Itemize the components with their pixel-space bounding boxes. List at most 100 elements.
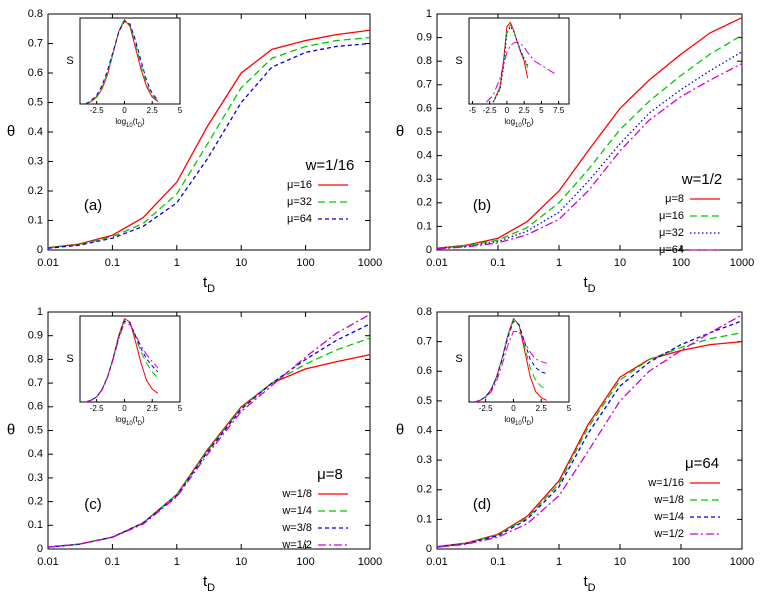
y-tick-label: 0.8 xyxy=(28,353,43,365)
inset-x-label: log10(tD) xyxy=(504,415,534,426)
x-axis-label-part: t xyxy=(583,573,588,590)
data-line xyxy=(436,340,743,548)
x-tick-label: 1 xyxy=(174,257,180,269)
x-tick-label: 0.01 xyxy=(426,257,447,269)
y-axis-label: θ xyxy=(7,123,15,140)
legend-label: μ=64 xyxy=(287,213,312,225)
x-tick-label: 0.1 xyxy=(105,556,120,568)
x-tick-label: 1000 xyxy=(358,556,382,568)
inset-y-label: S xyxy=(66,353,73,365)
legend-title: w=1/2 xyxy=(681,171,722,188)
inset-line xyxy=(85,319,159,403)
legend-title: μ=8 xyxy=(317,466,343,483)
inset-x-tick-label: -2.5 xyxy=(90,404,104,413)
inset-x-label-part: D xyxy=(138,123,143,129)
legend-label: w=3/8 xyxy=(281,522,312,534)
legend-label: w=1/2 xyxy=(653,528,684,540)
inset-x-label-part: 10 xyxy=(126,421,133,427)
inset-x-label-part: D xyxy=(527,421,532,427)
inset-line xyxy=(474,318,547,403)
y-tick-label: 0.4 xyxy=(28,126,43,138)
data-line xyxy=(436,62,743,250)
inset-x-tick-label: 5 xyxy=(178,106,183,115)
inset-x-tick-label: 2.5 xyxy=(519,106,531,115)
panel-label: (d) xyxy=(473,496,491,513)
y-tick-label: 0.4 xyxy=(417,424,432,436)
y-axis-label: θ xyxy=(396,421,404,438)
x-tick-label: 100 xyxy=(296,257,314,269)
inset-y-label: S xyxy=(66,55,73,67)
legend-label: w=1/4 xyxy=(653,511,684,523)
inset-x-label-part: 10 xyxy=(515,421,522,427)
inset-x-tick-label: -2.5 xyxy=(483,106,497,115)
y-tick-label: 0.8 xyxy=(417,306,432,318)
inset-y-label: S xyxy=(455,55,462,67)
x-tick-label: 10 xyxy=(614,257,626,269)
x-axis-label-part: t xyxy=(203,274,208,291)
x-axis-label: tD xyxy=(583,573,595,594)
y-tick-label: 0.5 xyxy=(417,395,432,407)
y-tick-label: 0.2 xyxy=(28,185,43,197)
y-tick-label: 0.7 xyxy=(28,37,43,49)
inset-x-label: log10(tD) xyxy=(115,415,145,426)
legend-title: μ=64 xyxy=(685,455,719,472)
y-tick-label: 0.3 xyxy=(28,155,43,167)
inset-line xyxy=(492,23,529,103)
y-tick-label: 0.2 xyxy=(417,484,432,496)
inset-frame xyxy=(79,315,181,403)
y-tick-label: 0.7 xyxy=(28,377,43,389)
inset-x-label-part: (t xyxy=(133,117,139,126)
inset-x-label-part: D xyxy=(527,123,532,129)
inset-x-tick-label: 0 xyxy=(511,404,516,413)
data-line xyxy=(436,34,743,249)
x-axis-label-part: t xyxy=(583,274,588,291)
x-axis-label-part: t xyxy=(203,573,208,590)
inset-x-label: log10(tD) xyxy=(504,117,534,128)
inset-x-tick-label: -5 xyxy=(469,106,477,115)
inset-line xyxy=(492,21,529,103)
x-tick-label: 0.1 xyxy=(490,556,505,568)
inset-y-label: S xyxy=(455,353,462,365)
inset-line xyxy=(485,41,556,103)
y-tick-label: 0.5 xyxy=(28,424,43,436)
data-line xyxy=(436,320,743,548)
x-tick-label: 100 xyxy=(672,257,690,269)
inset-frame xyxy=(468,315,570,403)
data-line xyxy=(47,313,371,548)
legend-label: w=1/16 xyxy=(647,477,684,489)
x-tick-label: 0.01 xyxy=(426,556,447,568)
inset-line xyxy=(474,320,547,403)
y-tick-label: 0.5 xyxy=(417,126,432,138)
inset-x-tick-label: -2.5 xyxy=(90,106,104,115)
legend-title: w=1/16 xyxy=(305,157,355,174)
inset-x-tick-label: 7.5 xyxy=(553,106,565,115)
inset-x-label-part: 10 xyxy=(515,123,522,129)
inset-x-label-part: (t xyxy=(133,415,139,424)
inset-x-tick-label: 5 xyxy=(567,404,572,413)
y-tick-label: 0.6 xyxy=(28,67,43,79)
legend-label: w=1/4 xyxy=(281,505,312,517)
y-tick-label: 0.4 xyxy=(28,448,43,460)
y-tick-label: 0.2 xyxy=(28,496,43,508)
inset-x-tick-label: 2.5 xyxy=(147,404,159,413)
inset-frame xyxy=(468,17,570,105)
y-tick-label: 0.8 xyxy=(417,55,432,67)
x-axis-label: tD xyxy=(203,573,215,594)
x-axis-label: tD xyxy=(583,274,595,295)
inset-x-label-part: ) xyxy=(142,415,145,424)
data-line xyxy=(47,36,371,249)
data-line xyxy=(47,29,371,249)
data-line xyxy=(47,323,371,548)
legend-label: μ=64 xyxy=(659,244,684,256)
legend-label: w=1/8 xyxy=(281,488,312,500)
y-tick-label: 0.6 xyxy=(417,102,432,114)
inset-x-label-part: ) xyxy=(142,117,145,126)
inset-x-label-part: D xyxy=(138,421,143,427)
data-line xyxy=(47,42,371,249)
legend-label: μ=32 xyxy=(659,227,684,239)
x-tick-label: 1 xyxy=(556,257,562,269)
y-tick-label: 0 xyxy=(37,543,43,555)
y-tick-label: 0 xyxy=(426,244,432,256)
y-tick-label: 0.1 xyxy=(28,519,43,531)
x-axis-label-part: D xyxy=(207,283,215,295)
